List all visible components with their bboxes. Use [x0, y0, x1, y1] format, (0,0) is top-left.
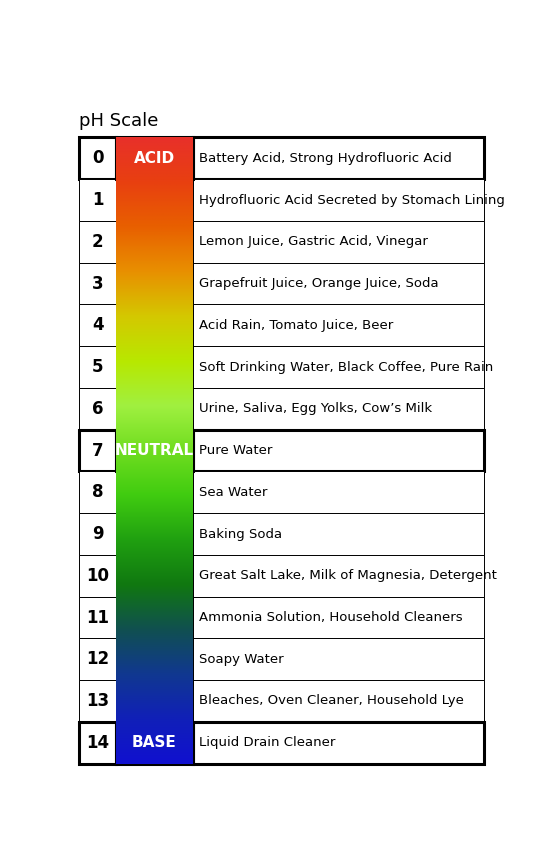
Bar	[79, 263, 116, 304]
Bar	[193, 137, 485, 179]
Bar	[116, 722, 193, 764]
Text: Liquid Drain Cleaner: Liquid Drain Cleaner	[199, 736, 335, 749]
Text: Baking Soda: Baking Soda	[199, 527, 282, 540]
Bar	[79, 388, 116, 430]
Text: 12: 12	[86, 650, 109, 668]
Bar	[79, 555, 116, 596]
Bar	[79, 638, 116, 680]
Bar	[116, 596, 193, 638]
Text: 4: 4	[92, 316, 103, 335]
Bar	[79, 596, 116, 638]
Bar	[193, 555, 485, 596]
Bar	[116, 179, 193, 221]
Text: 14: 14	[86, 733, 109, 752]
Text: Sea Water: Sea Water	[199, 486, 267, 499]
Text: 6: 6	[92, 400, 103, 418]
Bar	[193, 304, 485, 346]
Bar	[116, 346, 193, 388]
Text: 9: 9	[92, 525, 103, 543]
Bar	[116, 555, 193, 596]
Text: 10: 10	[86, 567, 109, 584]
Text: Battery Acid, Strong Hydrofluoric Acid: Battery Acid, Strong Hydrofluoric Acid	[199, 152, 452, 165]
Text: Soapy Water: Soapy Water	[199, 653, 283, 666]
Text: Ammonia Solution, Household Cleaners: Ammonia Solution, Household Cleaners	[199, 611, 462, 624]
Bar	[116, 388, 193, 430]
Text: ACID: ACID	[134, 151, 175, 166]
Bar	[79, 722, 116, 764]
Bar	[193, 263, 485, 304]
Text: 1: 1	[92, 191, 103, 209]
Bar	[193, 179, 485, 221]
Text: Grapefruit Juice, Orange Juice, Soda: Grapefruit Juice, Orange Juice, Soda	[199, 277, 438, 290]
Bar	[79, 472, 116, 513]
Bar	[193, 680, 485, 722]
Text: pH Scale: pH Scale	[79, 112, 159, 130]
Text: Urine, Saliva, Egg Yolks, Cow’s Milk: Urine, Saliva, Egg Yolks, Cow’s Milk	[199, 402, 432, 415]
Bar	[116, 472, 193, 513]
Text: 3: 3	[92, 275, 103, 292]
Text: NEUTRAL: NEUTRAL	[115, 443, 194, 458]
Bar	[79, 221, 116, 263]
Text: 13: 13	[86, 692, 109, 710]
Bar	[116, 638, 193, 680]
Bar	[193, 596, 485, 638]
Bar	[193, 430, 485, 472]
Bar	[116, 263, 193, 304]
Bar	[79, 137, 116, 179]
Bar	[193, 513, 485, 555]
Text: Acid Rain, Tomato Juice, Beer: Acid Rain, Tomato Juice, Beer	[199, 319, 393, 332]
Bar	[116, 221, 193, 263]
Text: Soft Drinking Water, Black Coffee, Pure Rain: Soft Drinking Water, Black Coffee, Pure …	[199, 361, 493, 374]
Bar	[193, 722, 485, 764]
Bar	[79, 304, 116, 346]
Text: 7: 7	[92, 441, 103, 460]
Text: 5: 5	[92, 358, 103, 376]
Bar	[116, 680, 193, 722]
Text: 0: 0	[92, 149, 103, 167]
Text: 11: 11	[86, 609, 109, 627]
Bar	[116, 430, 193, 472]
Bar	[116, 513, 193, 555]
Text: Bleaches, Oven Cleaner, Household Lye: Bleaches, Oven Cleaner, Household Lye	[199, 694, 464, 707]
Bar	[193, 346, 485, 388]
Bar	[79, 430, 116, 472]
Text: Lemon Juice, Gastric Acid, Vinegar: Lemon Juice, Gastric Acid, Vinegar	[199, 235, 427, 248]
Bar	[193, 388, 485, 430]
Bar	[79, 680, 116, 722]
Text: Great Salt Lake, Milk of Magnesia, Detergent: Great Salt Lake, Milk of Magnesia, Deter…	[199, 570, 497, 583]
Text: Hydrofluoric Acid Secreted by Stomach Lining: Hydrofluoric Acid Secreted by Stomach Li…	[199, 193, 504, 206]
Bar	[193, 638, 485, 680]
Bar	[79, 513, 116, 555]
Text: 8: 8	[92, 483, 103, 501]
Bar	[193, 472, 485, 513]
Bar	[116, 304, 193, 346]
Text: 2: 2	[92, 232, 103, 251]
Text: Pure Water: Pure Water	[199, 444, 272, 457]
Bar	[116, 137, 193, 179]
Bar	[193, 221, 485, 263]
Bar	[79, 179, 116, 221]
Bar	[79, 346, 116, 388]
Text: BASE: BASE	[132, 735, 177, 750]
